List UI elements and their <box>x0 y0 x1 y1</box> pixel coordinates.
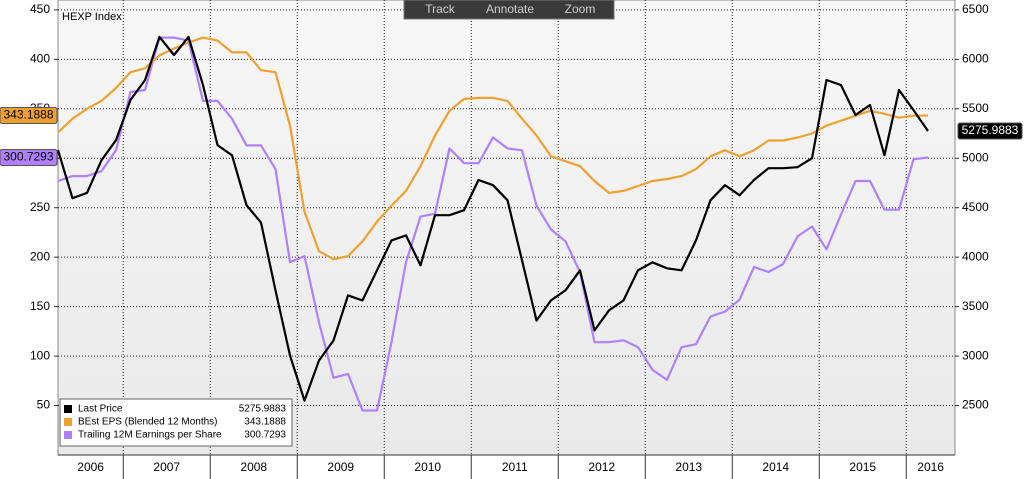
y2-tick-label: 3500 <box>962 299 989 313</box>
legend-swatch <box>64 405 72 413</box>
y2-tick-label: 3000 <box>962 348 989 362</box>
legend-value: 5275.9883 <box>239 404 287 415</box>
legend-swatch <box>64 431 72 439</box>
tags: 5275.9883 343.1888 300.7293 <box>0 107 1023 167</box>
x-tick-label: 2010 <box>414 460 441 474</box>
last-value-tag <box>0 149 58 167</box>
last-value-label: 300.7293 <box>3 150 53 164</box>
x-tick-label: 2014 <box>762 460 789 474</box>
x-tick-label: 2006 <box>77 460 104 474</box>
plot-area <box>57 0 956 456</box>
y2-tick-label: 5500 <box>962 101 989 115</box>
y-tick-label: 450 <box>30 2 50 16</box>
y2-tick-label: 6000 <box>962 52 989 66</box>
x-tick-label: 2015 <box>849 460 876 474</box>
series-line <box>57 36 929 412</box>
y-tick-label: 150 <box>30 299 50 313</box>
legend-label: BEst EPS (Blended 12 Months) <box>78 417 218 428</box>
y2-tick-label: 4500 <box>962 200 989 214</box>
grid <box>58 0 955 455</box>
x-tick-label: 2007 <box>153 460 180 474</box>
y2-tick-label: 6500 <box>962 2 989 16</box>
x-tick-label: 2016 <box>917 460 944 474</box>
legend-value: 343.1888 <box>244 417 286 428</box>
chart-title: HEXP Index <box>62 11 122 23</box>
y-tick-label: 250 <box>30 200 50 214</box>
y-tick-label: 50 <box>37 398 51 412</box>
toolbar: Track Annotate Zoom <box>403 0 615 20</box>
y-tick-label: 200 <box>30 249 50 263</box>
legend-swatch <box>64 418 72 426</box>
series-line <box>57 36 929 261</box>
last-value-label: 5275.9883 <box>962 123 1019 137</box>
y-tick-label: 100 <box>30 348 50 362</box>
last-value-tag <box>0 107 58 125</box>
lines <box>56 35 929 412</box>
x-tick-label: 2012 <box>588 460 615 474</box>
legend-value: 300.7293 <box>244 430 286 441</box>
legend-label: Last Price <box>78 404 123 415</box>
x-tick-label: 2008 <box>240 460 267 474</box>
x-tick-label: 2013 <box>675 460 702 474</box>
last-value-tag <box>957 122 1023 140</box>
legend-label: Trailing 12M Earnings per Share <box>78 430 222 441</box>
toolbar-button[interactable]: Annotate <box>486 2 534 16</box>
legend: Last Price 5275.9883 BEst EPS (Blended 12 … <box>59 398 293 447</box>
y2-tick-label: 5000 <box>962 150 989 164</box>
y2-tick-label: 4000 <box>962 249 989 263</box>
toolbar-button[interactable]: Zoom <box>565 2 596 16</box>
toolbar-bg <box>403 0 615 20</box>
y2-tick-label: 2500 <box>962 398 989 412</box>
toolbar-button[interactable]: Track <box>425 2 456 16</box>
x-tick-label: 2009 <box>327 460 354 474</box>
legend-box <box>59 398 293 447</box>
last-value-label: 343.1888 <box>3 108 53 122</box>
y-tick-label: 400 <box>30 52 50 66</box>
series-line <box>56 35 929 402</box>
x-tick-label: 2011 <box>502 460 528 474</box>
